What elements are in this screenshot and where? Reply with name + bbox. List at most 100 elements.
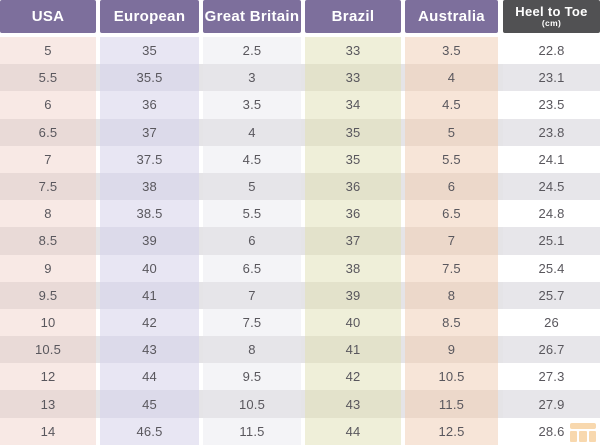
table-cell-european: 46.5: [100, 417, 199, 445]
table-cell-brazil: 36: [305, 172, 401, 201]
table-cell-australia: 9: [405, 336, 498, 364]
table-cell-great_britain: 10.5: [203, 390, 301, 418]
table-cell-european: 38.5: [100, 200, 199, 228]
table-cell-heel_to_toe: 26: [503, 308, 600, 337]
table-row: 10.5 43 8 41 9 26.7: [0, 336, 600, 364]
table-cell-usa: 6.5: [0, 118, 96, 146]
table-cell-brazil: 44: [305, 417, 401, 445]
table-cell-brazil: 43: [305, 390, 401, 418]
table-cell-european: 44: [100, 363, 199, 391]
table-cell-heel_to_toe: 22.8: [503, 37, 600, 65]
table-cell-heel_to_toe: 23.1: [503, 64, 600, 92]
table-cell-australia: 7: [405, 227, 498, 255]
table-cell-great_britain: 4: [203, 118, 301, 146]
table-cell-usa: 5: [0, 37, 96, 65]
column-header-label: Brazil: [331, 7, 375, 25]
table-cell-australia: 7.5: [405, 254, 498, 282]
table-cell-brazil: 36: [305, 200, 401, 228]
table-cell-usa: 7.5: [0, 172, 96, 201]
table-cell-great_britain: 11.5: [203, 417, 301, 445]
column-header-heel-to-toe: Heel to Toe (cm): [503, 0, 600, 33]
table-cell-usa: 7: [0, 145, 96, 173]
table-cell-usa: 14: [0, 417, 96, 445]
table-cell-great_britain: 8: [203, 336, 301, 364]
table-header-row: USA European Great Britain Brazil Austra…: [0, 0, 600, 33]
table-row: 5 35 2.5 33 3.5 22.8: [0, 37, 600, 65]
table-cell-great_britain: 2.5: [203, 37, 301, 65]
table-row: 13 45 10.5 43 11.5 27.9: [0, 390, 600, 418]
table-cell-european: 39: [100, 227, 199, 255]
table-row: 6 36 3.5 34 4.5 23.5: [0, 91, 600, 119]
table-cell-australia: 8.5: [405, 308, 498, 337]
table-row: 8.5 39 6 37 7 25.1: [0, 227, 600, 255]
table-cell-brazil: 39: [305, 281, 401, 309]
table-cell-brazil: 41: [305, 336, 401, 364]
column-header-brazil: Brazil: [305, 0, 401, 33]
table-cell-brazil: 35: [305, 145, 401, 173]
table-cell-heel_to_toe: 28.6: [503, 417, 600, 445]
table-cell-brazil: 35: [305, 118, 401, 146]
table-cell-australia: 8: [405, 281, 498, 309]
table-cell-australia: 11.5: [405, 390, 498, 418]
table-body: 5 35 2.5 33 3.5 22.8 5.5 35.5 3 33 4 23.1 6 36 3.5 34 4.…: [0, 37, 600, 445]
table-cell-usa: 13: [0, 390, 96, 418]
orange-grid-logo-icon: [570, 423, 596, 442]
table-cell-australia: 3.5: [405, 37, 498, 65]
table-row: 10 42 7.5 40 8.5 26: [0, 308, 600, 337]
table-cell-brazil: 38: [305, 254, 401, 282]
table-cell-great_britain: 5.5: [203, 200, 301, 228]
table-row: 12 44 9.5 42 10.5 27.3: [0, 363, 600, 391]
table-cell-heel_to_toe: 24.5: [503, 172, 600, 201]
table-cell-european: 35.5: [100, 64, 199, 92]
table-cell-great_britain: 3.5: [203, 91, 301, 119]
table-cell-great_britain: 9.5: [203, 363, 301, 391]
table-cell-heel_to_toe: 26.7: [503, 336, 600, 364]
table-row: 7.5 38 5 36 6 24.5: [0, 172, 600, 201]
table-cell-european: 37: [100, 118, 199, 146]
table-cell-european: 38: [100, 172, 199, 201]
table-cell-great_britain: 7: [203, 281, 301, 309]
table-cell-australia: 5.5: [405, 145, 498, 173]
table-cell-heel_to_toe: 23.5: [503, 91, 600, 119]
table-cell-usa: 8: [0, 200, 96, 228]
table-cell-brazil: 37: [305, 227, 401, 255]
table-cell-european: 40: [100, 254, 199, 282]
table-cell-great_britain: 4.5: [203, 145, 301, 173]
table-cell-great_britain: 7.5: [203, 308, 301, 337]
table-cell-brazil: 42: [305, 363, 401, 391]
table-cell-heel_to_toe: 25.4: [503, 254, 600, 282]
column-header-unit-label: (cm): [541, 18, 562, 29]
column-header-label: USA: [31, 7, 65, 25]
table-cell-australia: 6.5: [405, 200, 498, 228]
table-cell-european: 37.5: [100, 145, 199, 173]
table-cell-usa: 10: [0, 308, 96, 337]
table-row: 14 46.5 11.5 44 12.5 28.6: [0, 417, 600, 445]
column-header-label: Australia: [418, 7, 485, 25]
table-cell-european: 43: [100, 336, 199, 364]
table-cell-heel_to_toe: 25.7: [503, 281, 600, 309]
table-cell-usa: 9.5: [0, 281, 96, 309]
table-cell-australia: 5: [405, 118, 498, 146]
table-cell-usa: 9: [0, 254, 96, 282]
column-header-usa: USA: [0, 0, 96, 33]
table-cell-heel_to_toe: 25.1: [503, 227, 600, 255]
table-cell-australia: 4: [405, 64, 498, 92]
column-header-australia: Australia: [405, 0, 498, 33]
column-header-european: European: [100, 0, 199, 33]
table-row: 8 38.5 5.5 36 6.5 24.8: [0, 200, 600, 228]
column-header-great-britain: Great Britain: [203, 0, 301, 33]
table-cell-heel_to_toe: 27.9: [503, 390, 600, 418]
table-cell-usa: 12: [0, 363, 96, 391]
table-cell-heel_to_toe: 27.3: [503, 363, 600, 391]
table-cell-brazil: 40: [305, 308, 401, 337]
table-row: 9.5 41 7 39 8 25.7: [0, 281, 600, 309]
table-cell-heel_to_toe: 23.8: [503, 118, 600, 146]
table-cell-european: 41: [100, 281, 199, 309]
table-cell-european: 42: [100, 308, 199, 337]
table-cell-heel_to_toe: 24.8: [503, 200, 600, 228]
table-cell-great_britain: 6.5: [203, 254, 301, 282]
table-cell-usa: 5.5: [0, 64, 96, 92]
table-cell-great_britain: 5: [203, 172, 301, 201]
column-header-label: European: [113, 7, 186, 25]
table-cell-usa: 8.5: [0, 227, 96, 255]
